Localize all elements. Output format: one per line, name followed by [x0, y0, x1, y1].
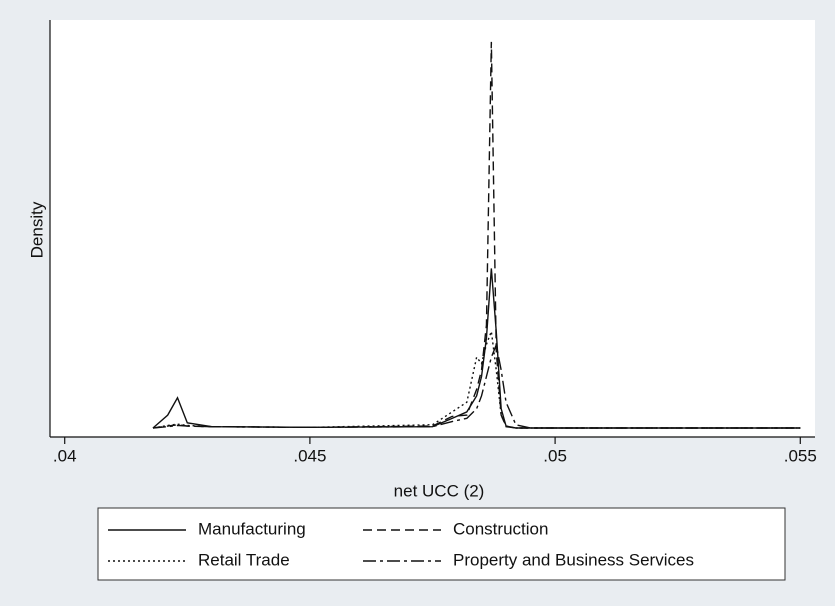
x-tick-label: .055 — [784, 446, 817, 465]
y-axis-label: Density — [27, 201, 46, 258]
legend — [97, 507, 786, 581]
x-tick-label: .045 — [293, 446, 326, 465]
legend-label: Manufacturing — [198, 519, 306, 538]
line-series — [152, 342, 801, 429]
x-axis-label: net UCC (2) — [394, 481, 485, 500]
x-tick-label: .05 — [543, 446, 567, 465]
legend-label: Property and Business Services — [453, 550, 694, 569]
legend-label: Construction — [453, 519, 548, 538]
plot-area — [50, 20, 815, 437]
x-tick-label: .04 — [53, 446, 77, 465]
line-series — [152, 331, 801, 429]
legend-label: Retail Trade — [198, 550, 290, 569]
